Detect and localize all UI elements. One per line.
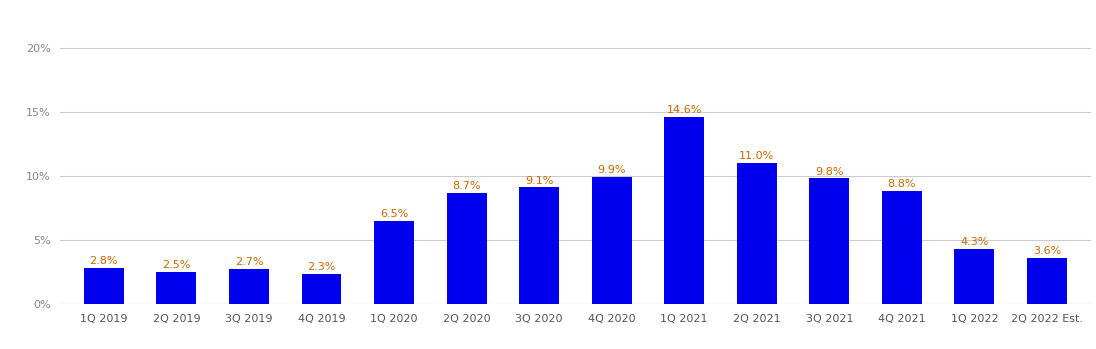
- Bar: [664, 117, 705, 304]
- Bar: [592, 177, 631, 304]
- Text: 9.8%: 9.8%: [815, 166, 844, 177]
- Text: 8.7%: 8.7%: [453, 181, 481, 191]
- Bar: [157, 272, 196, 304]
- Bar: [955, 249, 994, 304]
- Text: 4.3%: 4.3%: [960, 237, 989, 247]
- Bar: [882, 191, 922, 304]
- Text: 9.9%: 9.9%: [597, 165, 626, 175]
- Bar: [84, 268, 124, 304]
- Bar: [229, 269, 269, 304]
- Text: 2.7%: 2.7%: [235, 257, 263, 267]
- Bar: [374, 221, 414, 304]
- Bar: [1027, 258, 1066, 304]
- Bar: [520, 187, 559, 304]
- Bar: [809, 178, 849, 304]
- Text: 2.3%: 2.3%: [307, 262, 335, 272]
- Text: 6.5%: 6.5%: [380, 209, 408, 219]
- Bar: [447, 193, 487, 304]
- Bar: [301, 274, 342, 304]
- Text: 11.0%: 11.0%: [739, 151, 775, 161]
- Text: 9.1%: 9.1%: [525, 176, 553, 186]
- Text: 8.8%: 8.8%: [888, 179, 916, 190]
- Text: 2.5%: 2.5%: [162, 260, 191, 270]
- Text: 2.8%: 2.8%: [90, 256, 118, 266]
- Bar: [737, 163, 777, 304]
- Text: 14.6%: 14.6%: [666, 105, 701, 115]
- Text: 3.6%: 3.6%: [1032, 246, 1061, 256]
